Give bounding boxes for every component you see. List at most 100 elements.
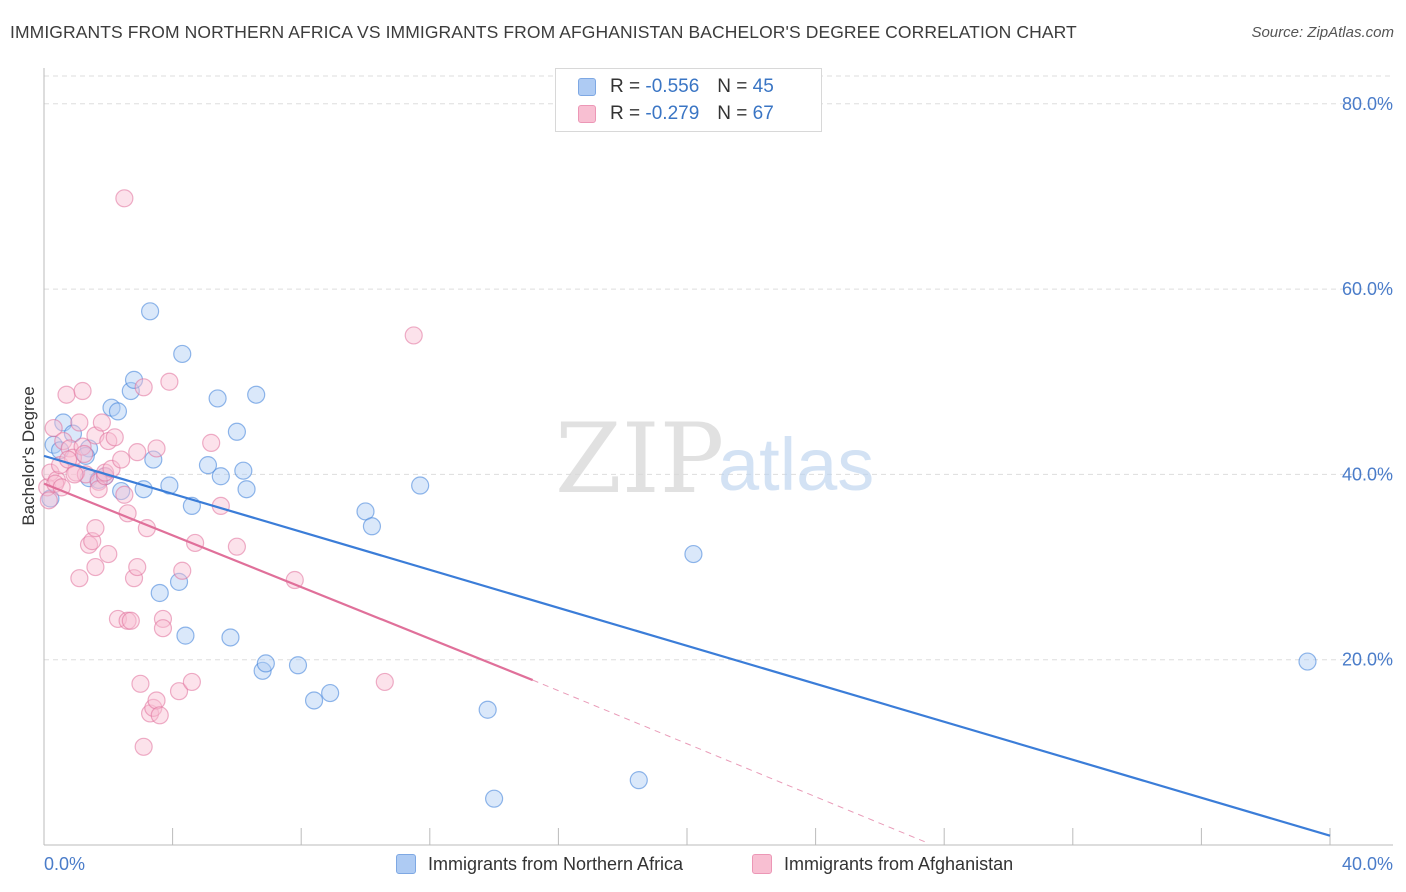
data-point: [234, 461, 253, 480]
data-point: [150, 706, 169, 725]
legend-r-value: -0.556: [645, 76, 700, 97]
data-point: [57, 385, 76, 404]
bottom-legend-swatch-pink: [752, 854, 772, 874]
data-point: [169, 682, 189, 701]
data-point: [63, 424, 83, 443]
data-point: [247, 385, 266, 404]
data-point: [73, 381, 92, 401]
data-point: [65, 465, 84, 484]
data-point: [173, 561, 192, 580]
data-point: [128, 557, 147, 577]
x-tick-label: 40.0%: [1342, 854, 1393, 874]
legend-n-value: 67: [752, 103, 774, 124]
data-point: [288, 656, 308, 675]
data-point: [44, 418, 63, 438]
legend-n-label: N =: [717, 76, 748, 97]
y-tick-label: 60.0%: [1342, 279, 1393, 299]
tick-labels: 20.0% 40.0% 60.0% 80.0% 0.0% 40.0%: [44, 94, 1393, 874]
bottom-legend-afghanistan: Immigrants from Afghanistan: [752, 852, 1013, 876]
data-point: [108, 402, 128, 421]
grid: [44, 75, 1393, 661]
y-tick-label: 80.0%: [1342, 94, 1393, 114]
data-point: [227, 537, 246, 556]
legend-swatch-blue: [578, 78, 596, 96]
legend-row-afghanistan: R = -0.279 N = 67: [578, 102, 774, 126]
data-point: [153, 619, 173, 638]
bottom-legend-northern-africa: Immigrants from Northern Africa: [396, 852, 683, 876]
data-point: [202, 433, 221, 452]
series-northern-africa: [41, 302, 1317, 808]
trend-line: [43, 482, 534, 682]
data-point: [115, 189, 134, 208]
data-point: [124, 370, 144, 389]
data-point: [237, 480, 256, 499]
data-point: [208, 389, 227, 408]
data-point: [73, 437, 92, 456]
data-point: [404, 326, 423, 345]
legend-r-value: -0.279: [645, 103, 700, 124]
data-point: [75, 444, 94, 464]
data-point: [1298, 652, 1317, 671]
source-label: Source: ZipAtlas.com: [1251, 24, 1394, 41]
data-point: [485, 789, 504, 808]
data-point: [321, 683, 340, 703]
data-point: [121, 611, 140, 630]
data-point: [39, 491, 58, 510]
data-point: [86, 519, 105, 538]
data-point: [169, 572, 189, 591]
data-point: [684, 544, 703, 564]
legend-r-label: R =: [610, 76, 641, 97]
data-point: [227, 422, 246, 441]
data-point: [160, 372, 179, 391]
legend-n-value: 45: [752, 76, 774, 97]
x-tick-label: 0.0%: [44, 854, 85, 874]
y-axis-label: Bachelor's Degree: [19, 386, 38, 525]
trend-line-extension: [532, 679, 929, 844]
series-afghanistan: [38, 189, 423, 756]
legend-box: R = -0.556 N = 45 R = -0.279 N = 67: [555, 68, 822, 132]
watermark: ZIP atlas: [555, 403, 874, 515]
watermark-zip: ZIP: [555, 403, 724, 515]
data-point: [256, 654, 275, 673]
data-point: [102, 459, 121, 478]
legend-swatch-pink: [578, 105, 596, 123]
data-point: [375, 672, 394, 692]
data-point: [411, 476, 430, 495]
data-point: [124, 569, 144, 588]
y-tick-label: 20.0%: [1342, 650, 1393, 670]
bottom-legend-label: Immigrants from Northern Africa: [428, 853, 684, 874]
data-point: [198, 456, 218, 475]
data-point: [86, 557, 105, 577]
data-point: [176, 626, 195, 645]
data-point: [131, 674, 150, 693]
trend-lines: [43, 454, 1331, 844]
data-point: [304, 691, 324, 710]
data-point: [211, 467, 230, 486]
watermark-atlas: atlas: [718, 423, 874, 506]
data-point: [105, 428, 124, 447]
data-point: [153, 609, 173, 629]
data-point: [478, 700, 497, 719]
data-point: [112, 450, 131, 469]
data-point: [134, 378, 153, 397]
legend-r-label: R =: [610, 103, 641, 124]
data-point: [92, 413, 111, 432]
chart-title: IMMIGRANTS FROM NORTHERN AFRICA VS IMMIG…: [10, 22, 1077, 42]
data-point: [144, 450, 163, 469]
data-point: [134, 737, 153, 756]
legend-row-northern-africa: R = -0.556 N = 45: [578, 75, 774, 99]
data-point: [41, 463, 60, 482]
data-point: [140, 302, 160, 321]
y-tick-label: 40.0%: [1342, 464, 1393, 484]
data-point: [115, 485, 134, 504]
data-point: [54, 431, 73, 451]
data-point: [128, 443, 147, 462]
data-point: [173, 344, 192, 364]
data-point: [182, 672, 201, 692]
data-point: [70, 569, 89, 588]
bottom-legend-swatch-blue: [396, 854, 416, 874]
data-point: [221, 628, 240, 647]
bottom-legend-label: Immigrants from Afghanistan: [784, 853, 1014, 874]
data-point: [629, 771, 648, 790]
